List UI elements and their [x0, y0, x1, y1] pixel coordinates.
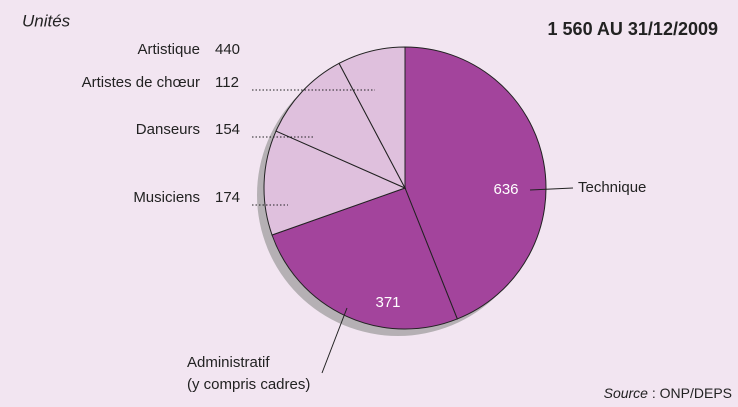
leader-line — [529, 187, 574, 191]
value-label: 636 — [493, 181, 518, 198]
category-label: Danseurs — [136, 121, 200, 138]
category-label: Musiciens — [133, 189, 200, 206]
group-value: 440 — [215, 41, 240, 58]
group-label: Artistique — [137, 41, 200, 58]
value-label: 154 — [215, 121, 240, 138]
pie-slice — [263, 130, 407, 236]
pie-slice — [404, 46, 547, 320]
pie-slice — [275, 62, 407, 190]
pie-slice — [338, 46, 406, 189]
unit-label: Unités — [22, 11, 71, 30]
category-label: Technique — [578, 179, 646, 196]
chart-title: 1 560 AU 31/12/2009 — [548, 19, 718, 39]
source: Source : ONP/DEPS — [604, 385, 732, 401]
value-label: 371 — [375, 294, 400, 311]
category-label: Artistes de chœur — [82, 74, 200, 91]
value-label: 112 — [215, 74, 239, 91]
pie-slice — [271, 187, 458, 330]
source-label: Source — [604, 385, 649, 401]
value-label: 174 — [215, 189, 240, 206]
source-text: : ONP/DEPS — [648, 385, 732, 401]
category-label: Administratif (y compris cadres) — [187, 354, 311, 393]
leader-line — [321, 307, 348, 374]
